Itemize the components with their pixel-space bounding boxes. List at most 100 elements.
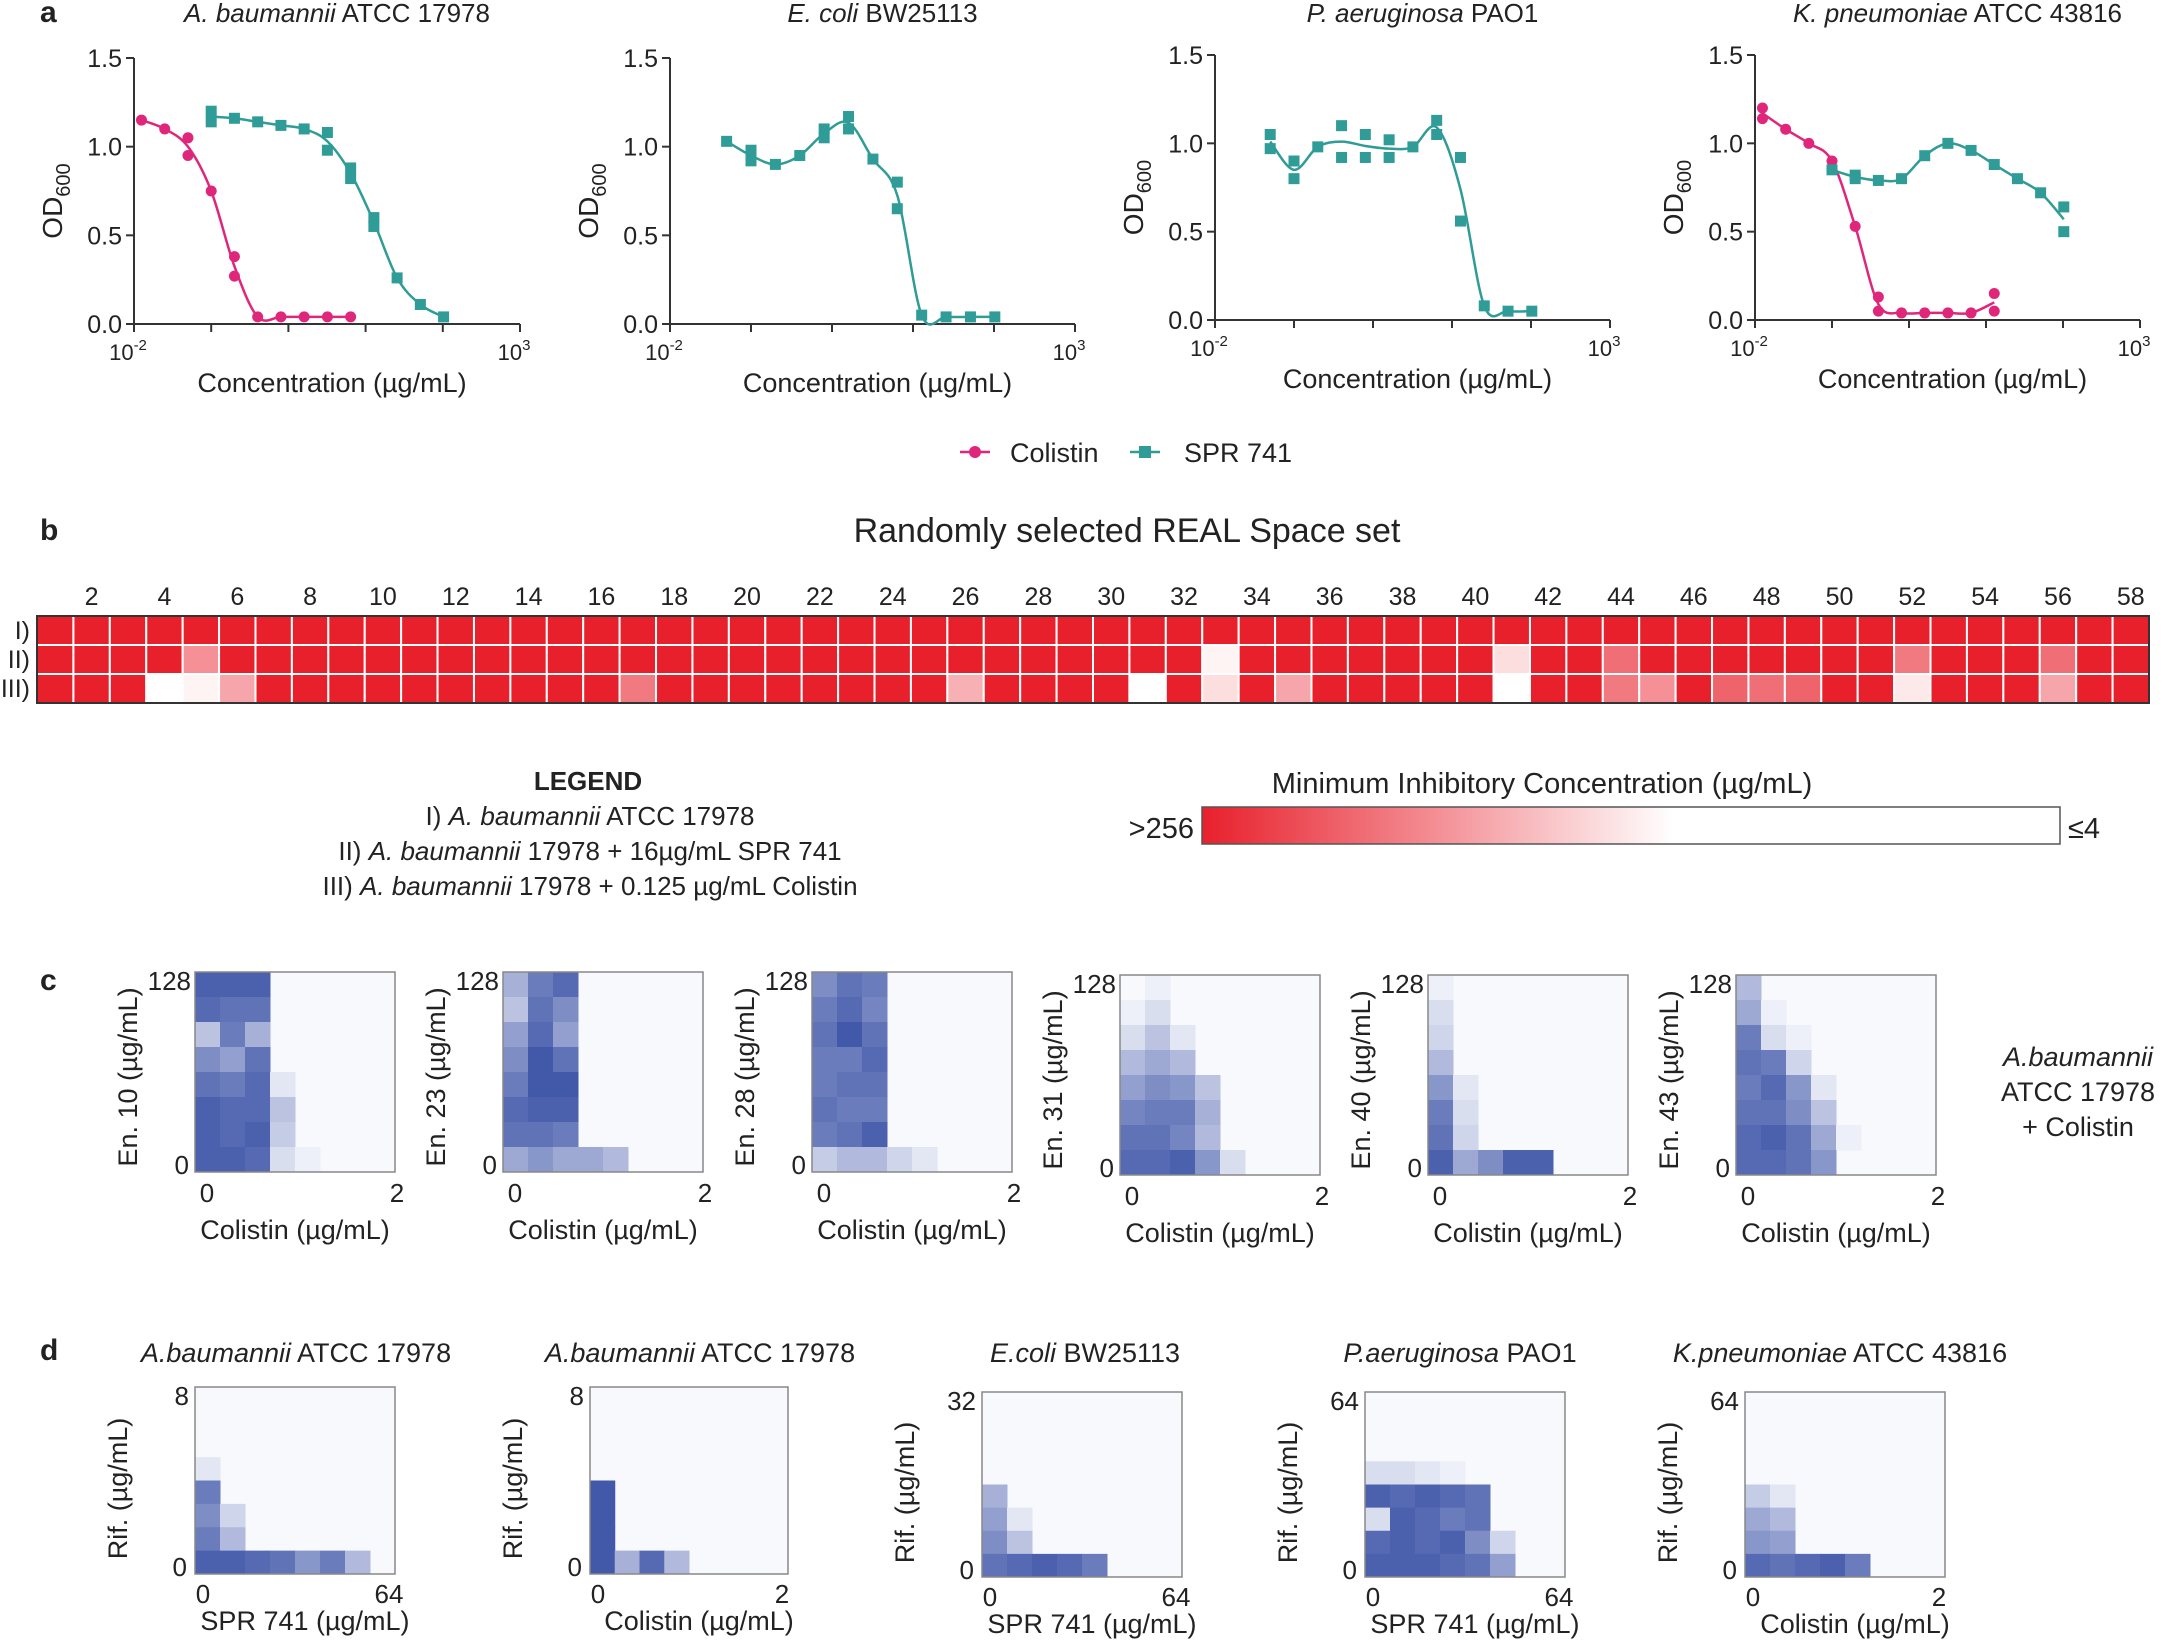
mic-cell (1346, 615, 1386, 646)
spr741-fit-line (1831, 141, 2065, 221)
spr741-point (843, 111, 855, 123)
heatmap-c-cell (1195, 1075, 1221, 1101)
heatmap-d-frame (589, 1386, 789, 1575)
heatmap-c-cell (837, 997, 863, 1023)
mic-cell (1856, 673, 1896, 704)
heatmap-d-cell (220, 1527, 246, 1552)
heatmap-d-cell (1007, 1507, 1033, 1532)
mic-cell (1856, 615, 1896, 646)
mic-cell (472, 644, 512, 675)
heatmap-c-cell (862, 1047, 888, 1073)
heatmap-c-cell (503, 1022, 529, 1048)
colorbar (1201, 806, 2061, 845)
heatmap-c-cell (245, 1072, 271, 1098)
heatmap-c-cell (1145, 975, 1171, 1001)
column-label: 10 (369, 583, 397, 611)
heatmap-c-cell (862, 1147, 888, 1173)
x-tick-base: 10 (645, 340, 669, 365)
heatmap-d-cell (1440, 1507, 1466, 1532)
x-min-label: 0 (1125, 1181, 1139, 1211)
mic-cell (1274, 644, 1313, 675)
x-min-label: 0 (1741, 1181, 1755, 1211)
chart-title-species: P.aeruginosa (1343, 1338, 1499, 1368)
heatmap-c-cell (528, 1097, 554, 1123)
mic-cell (1747, 673, 1786, 704)
heatmap-c-cell (245, 972, 271, 998)
mic-cell (1128, 644, 1167, 675)
column-label: 48 (1753, 583, 1781, 611)
chart-title-species: P. aeruginosa (1307, 0, 1464, 28)
heatmap-d-cell (1390, 1507, 1416, 1532)
chart-title-strain: ATCC 43816 (1847, 1338, 2007, 1368)
x-axis-label: SPR 741 (µg/mL) (1370, 1609, 1579, 1639)
mic-cell (1492, 673, 1531, 704)
heatmap-c-cell (837, 972, 863, 998)
heatmap-c-cell (1503, 1150, 1529, 1176)
x-min-label: 0 (200, 1178, 214, 1208)
x-axis-label: Colistin (µg/mL) (817, 1215, 1007, 1245)
colorbar-title: Minimum Inhibitory Concentration (µg/mL) (1272, 768, 1813, 800)
y-tick-label: 0.5 (623, 222, 658, 250)
mic-cell (1383, 673, 1422, 704)
heatmap-c-cell (195, 1072, 221, 1098)
spr741-point (964, 311, 976, 323)
heatmap-c-cell (812, 1122, 838, 1148)
heatmap-c-cell (195, 1097, 221, 1123)
heatmap-d-cell (1415, 1507, 1441, 1532)
spr741-point (1919, 150, 1931, 162)
mic-cell (727, 644, 767, 675)
mic-cell (1310, 644, 1349, 675)
heatmap-c-cell (812, 1147, 838, 1173)
heatmap-c-cell (1786, 1025, 1812, 1051)
panel-label-c: c (40, 964, 57, 997)
y-min-label: 0 (175, 1150, 189, 1180)
heatmap-c-cell (837, 1047, 863, 1073)
chart-title-species: E. coli (787, 0, 859, 28)
column-label: 36 (1316, 583, 1344, 611)
x-tick-exponent: -2 (1755, 333, 1768, 350)
heatmap-c-cell (245, 1022, 271, 1048)
mic-cell (873, 644, 912, 675)
colistin-point (1849, 220, 1861, 232)
spr741-point (1336, 151, 1348, 163)
heatmap-c-cell (528, 972, 554, 998)
legend-item-prefix: II) (338, 836, 368, 866)
mic-cell (472, 615, 512, 646)
x-tick-label: 103 (1588, 333, 1621, 361)
spr741-point (745, 155, 757, 167)
y-axis-label: En. 40 (µg/mL) (1346, 990, 1376, 1169)
mic-cell (2038, 673, 2078, 704)
mic-cell (327, 673, 366, 704)
y-axis-label: En. 10 (µg/mL) (113, 987, 143, 1166)
heatmap-d-cell (1770, 1484, 1796, 1509)
heatmap-c-cell (1761, 1075, 1787, 1101)
spr741-point (205, 105, 217, 117)
mic-cell (1747, 644, 1786, 675)
heatmap-c-cell (270, 1097, 296, 1123)
colistin-point (159, 123, 171, 135)
column-label: 40 (1461, 583, 1489, 611)
heatmap-c-cell (862, 997, 888, 1023)
legend-item-species: A. baumannii (447, 801, 602, 831)
spr741-point (745, 144, 757, 156)
spr741-point (1359, 129, 1371, 140)
heatmap-c-frame (194, 971, 396, 1173)
mic-cell (1711, 615, 1750, 646)
heatmap-d-cell (1415, 1484, 1441, 1509)
column-label: 14 (515, 583, 543, 611)
mic-cell (1201, 615, 1240, 646)
spr741-point (2011, 173, 2023, 185)
x-axis-label: Concentration (µg/mL) (197, 368, 466, 398)
colistin-point (1756, 102, 1768, 114)
mic-cell (1128, 615, 1167, 646)
spr741-point (1383, 151, 1395, 163)
mic-cell (1601, 673, 1641, 704)
x-min-label: 0 (591, 1579, 605, 1609)
spr741-point (1431, 114, 1443, 126)
y-min-label: 0 (1408, 1153, 1422, 1183)
heatmap-c-cell (195, 1122, 221, 1148)
heatmap-c-cell (1736, 1125, 1762, 1151)
heatmap-border (36, 615, 2150, 704)
